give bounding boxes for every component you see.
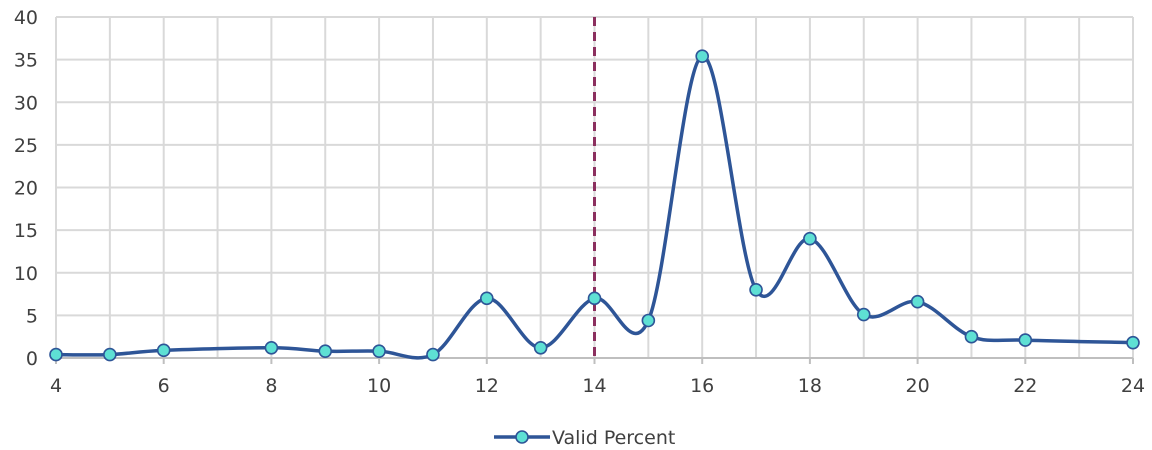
y-tick-label-10: 10 — [14, 263, 38, 285]
y-tick-label-0: 0 — [26, 348, 38, 370]
y-tick-label-35: 35 — [14, 50, 38, 72]
x-tick-label-18: 18 — [798, 375, 822, 397]
data-point-13 — [533, 340, 548, 355]
data-point-12 — [479, 291, 494, 306]
data-point-22 — [1018, 333, 1033, 347]
series-group — [49, 49, 1140, 362]
data-point-8 — [264, 340, 279, 355]
tick-labels: 4 6 8 10 12 14 16 18 20 22 24 0 5 10 15 20 25 30 35 40 — [14, 7, 1145, 397]
data-point-18 — [803, 231, 817, 246]
data-point-14 — [587, 291, 602, 306]
data-point-17 — [749, 282, 763, 297]
data-point-6 — [156, 343, 171, 358]
y-tick-label-30: 30 — [14, 92, 38, 114]
y-tick-label-40: 40 — [14, 7, 38, 29]
y-tick-label-15: 15 — [14, 220, 38, 242]
x-tick-label-22: 22 — [1013, 375, 1037, 397]
y-tick-label-20: 20 — [14, 178, 38, 200]
data-point-21 — [964, 329, 979, 344]
data-point-24 — [1126, 335, 1140, 350]
data-point-5 — [103, 347, 117, 362]
x-tick-label-16: 16 — [690, 375, 714, 397]
x-tick-label-20: 20 — [906, 375, 930, 397]
data-point-16 — [695, 49, 710, 64]
data-point-19 — [856, 307, 871, 322]
y-tick-label-5: 5 — [26, 305, 38, 327]
data-point-15 — [641, 313, 656, 328]
x-tick-label-10: 10 — [367, 375, 391, 397]
axes — [55, 17, 1134, 364]
x-tick-label-12: 12 — [475, 375, 499, 397]
x-tick-label-14: 14 — [582, 375, 606, 397]
data-point-10 — [372, 344, 386, 358]
x-tick-label-24: 24 — [1121, 375, 1145, 397]
y-tick-label-25: 25 — [14, 135, 38, 157]
x-tick-label-4: 4 — [50, 375, 62, 397]
data-point-4 — [49, 347, 63, 362]
legend: Valid Percent — [494, 427, 675, 449]
x-tick-label-8: 8 — [265, 375, 277, 397]
data-point-9 — [318, 344, 333, 358]
x-tick-label-6: 6 — [158, 375, 170, 397]
legend-marker — [515, 430, 529, 444]
data-point-11 — [426, 347, 440, 362]
legend-label: Valid Percent — [552, 427, 675, 449]
data-point-20 — [910, 294, 925, 309]
